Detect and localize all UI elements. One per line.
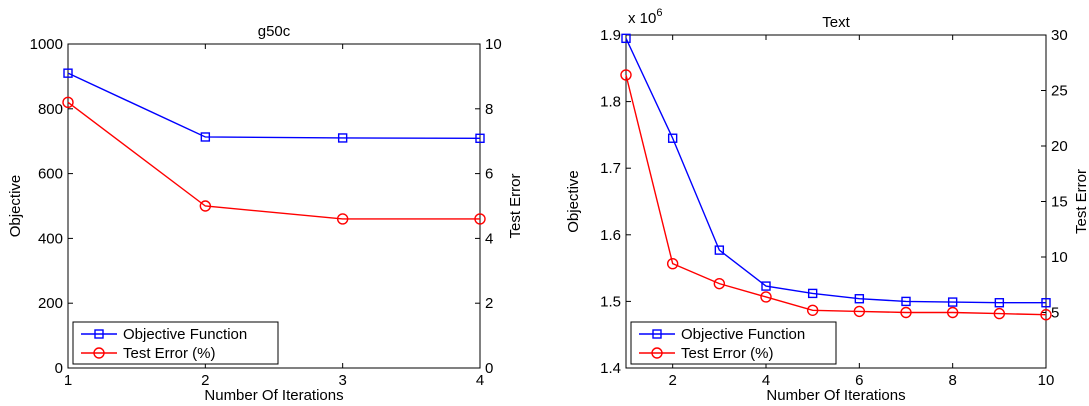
data-point-square [807,288,818,299]
x-axis-label: Number Of Iterations [204,387,343,404]
data-point-circle [199,200,212,212]
y-tick-label: 800 [38,101,63,118]
data-point-circle [946,306,959,319]
data-point-circle [666,257,679,270]
x-tick-label: 2 [668,372,676,389]
y-right-axis-label: Test Error [1073,169,1089,234]
plot-frame [625,34,1047,369]
y-tick-label: 1.4 [600,360,621,377]
chart-title: Text [822,14,850,31]
legend-label: Test Error (%) [123,345,216,362]
data-point-square [667,133,678,143]
x-axis-label: Number Of Iterations [766,387,905,404]
data-point-square [761,281,771,291]
x-tick-label: 4 [476,372,484,389]
chart-2: 2 4 6 8 10 1.4 1.5 1.6 1.7 1.8 1.9 5 10 15 20 25 30 Text N… [565,7,1089,404]
data-point-circle [474,213,486,225]
legend-marker-circle [651,347,663,359]
series-line-1 [67,72,481,139]
x-tick-label: 8 [948,372,956,389]
x-tick-label: 2 [201,372,209,389]
data-point-circle [620,69,632,81]
data-point-circle [713,277,726,290]
y-right-tick-label: 4 [485,230,493,247]
data-point-square [1041,298,1051,308]
y-tick-label: 1.6 [600,227,621,244]
x-tick-label: 3 [338,372,346,389]
y-right-tick-label: 30 [1051,27,1068,44]
y-right-tick-label: 25 [1051,83,1068,100]
legend-label: Objective Function [123,326,247,343]
data-point-square [854,294,865,304]
y-right-tick-label: 10 [1051,249,1068,266]
y-axis-label: Objective [565,170,582,233]
data-point-circle [806,304,819,316]
y-tick-label: 1.7 [600,160,621,177]
legend-marker-square [652,329,662,339]
data-point-circle [993,307,1006,320]
data-point-circle [760,291,772,303]
data-point-circle [62,96,74,109]
plot-frame [67,43,481,369]
legend-label: Objective Function [681,326,805,343]
data-point-square [714,245,725,255]
legend-marker-circle [93,347,105,359]
y-right-tick-label: 8 [485,101,493,118]
y-tick-label: 200 [38,295,63,312]
data-point-circle [900,306,912,319]
y-tick-label: 600 [38,166,63,183]
y-right-tick-label: 15 [1051,194,1068,211]
data-point-square [337,133,348,143]
y-tick-label: 1.8 [600,94,621,111]
data-point-square [901,296,911,307]
legend-box [630,321,837,365]
y-tick-label: 0 [55,360,63,377]
y-right-tick-label: 20 [1051,138,1068,155]
data-point-circle [336,213,349,225]
chart-title: g50c [258,23,291,40]
legend-label: Test Error (%) [681,345,774,362]
x-tick-label: 1 [64,372,72,389]
data-point-square [994,298,1005,308]
data-point-square [621,33,631,44]
y-tick-label: 400 [38,230,63,247]
y-right-tick-label: 5 [1051,305,1059,322]
y-tick-label: 1.9 [600,27,621,44]
y-right-axis-label: Test Error [507,173,524,238]
data-point-circle [853,305,866,318]
axis-multiplier: x 106 [628,7,662,27]
y-right-tick-label: 0 [485,360,493,377]
x-tick-label: 6 [855,372,863,389]
series-line-2 [625,74,1047,316]
series-line-1 [625,38,1046,304]
y-right-tick-label: 2 [485,295,493,312]
data-point-square [63,68,73,78]
y-right-tick-label: 6 [485,166,493,183]
y-axis-label: Objective [7,175,24,238]
x-tick-label: 4 [762,372,770,389]
data-point-square [200,132,211,142]
legend-marker-square [94,329,104,339]
data-point-square [475,133,485,143]
y-tick-label: 1000 [30,36,63,53]
legend: Objective Function Test Error (%) [72,321,279,365]
y-tick-label: 1.5 [600,293,621,310]
data-point-square [947,297,958,307]
x-tick-label: 10 [1038,372,1055,389]
legend-box [72,321,279,365]
series-line-2 [67,101,480,220]
y-right-tick-label: 10 [485,36,502,53]
legend: Objective Function Test Error (%) [630,321,837,365]
data-point-circle [1040,309,1052,321]
